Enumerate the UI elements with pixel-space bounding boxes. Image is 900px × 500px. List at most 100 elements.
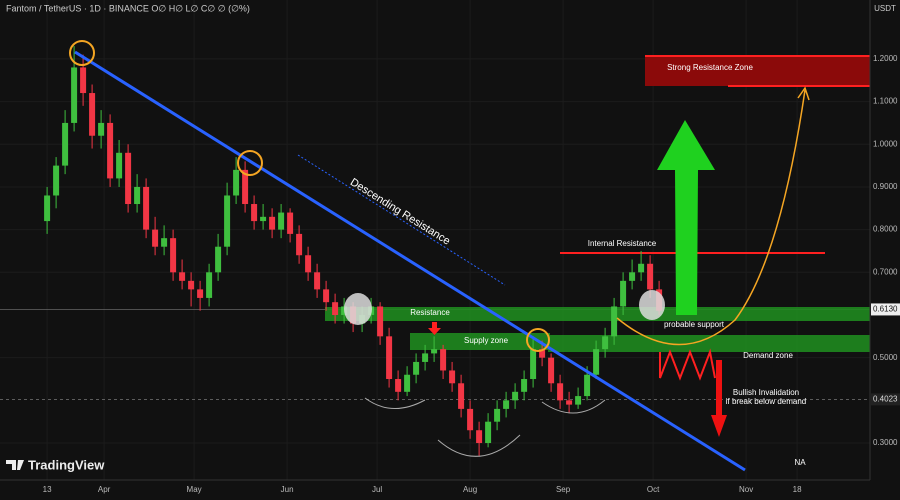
candle-body	[188, 280, 195, 290]
curve	[437, 434, 521, 457]
annotation: NA	[794, 458, 806, 467]
candle-body	[638, 263, 645, 273]
price-axis	[870, 0, 900, 500]
candle-body	[512, 391, 519, 401]
candle-body	[143, 186, 150, 230]
chart-title: Fantom / TetherUS · 1D · BINANCE O∅ H∅ L…	[6, 3, 250, 13]
candle-body	[431, 349, 438, 354]
candle-body	[71, 67, 78, 123]
price-label: 0.4023	[873, 394, 898, 403]
candle-body	[440, 349, 447, 371]
x-tick-label: Nov	[739, 485, 753, 494]
candle-body	[602, 336, 609, 350]
trendline	[74, 50, 746, 472]
resistance-zone	[325, 307, 870, 321]
annotation: Resistance	[410, 308, 450, 317]
candle-body	[539, 349, 546, 358]
candle-body	[548, 357, 555, 384]
candle-body	[467, 408, 474, 431]
candle-body	[386, 336, 393, 380]
candle-body	[566, 400, 573, 405]
curve	[364, 397, 426, 409]
candle-body	[80, 67, 87, 94]
down-arrow	[711, 360, 727, 437]
candle-body	[251, 204, 258, 222]
x-tick-label: 18	[793, 485, 802, 494]
retest-circle	[344, 293, 372, 325]
candle-body	[44, 195, 51, 222]
candle-body	[305, 255, 312, 273]
candle-body	[89, 93, 96, 136]
candle-body	[269, 216, 276, 230]
logo-mark	[6, 460, 24, 470]
price-label-box	[871, 393, 900, 406]
touch-circle	[526, 328, 550, 352]
candle-body	[404, 374, 411, 392]
y-tick-label: 0.9000	[873, 182, 898, 191]
candle-body	[476, 430, 483, 444]
annotation: Supply zone	[464, 336, 509, 345]
zigzag	[659, 348, 716, 381]
supply-zone	[410, 333, 550, 350]
candle-body	[206, 272, 213, 298]
y-tick-label: 1.1000	[873, 97, 898, 106]
candle-body	[575, 396, 582, 405]
candle-body	[314, 272, 321, 290]
candle-body	[98, 122, 105, 136]
y-tick-label: 1.0000	[873, 139, 898, 148]
candle-body	[611, 306, 618, 337]
candle-body	[494, 408, 501, 422]
candle-body	[377, 306, 384, 337]
x-tick-label: Oct	[647, 485, 660, 494]
candle-body	[629, 272, 636, 281]
y-tick-label: 0.8000	[873, 225, 898, 234]
candle-body	[152, 229, 159, 247]
annotation: Bullish Invalidation	[733, 388, 799, 397]
x-tick-label: May	[187, 485, 202, 494]
x-tick-label: Jul	[372, 485, 382, 494]
candle-body	[62, 122, 69, 166]
trendline-dotted	[297, 154, 506, 286]
candle-body	[422, 353, 429, 362]
candle-body	[134, 186, 141, 205]
y-tick-label: 0.3000	[873, 438, 898, 447]
candle-body	[278, 212, 285, 230]
retest-circle	[639, 290, 665, 320]
annotation: probable support	[664, 320, 725, 329]
candle-body	[215, 246, 222, 273]
projection-curve	[616, 89, 806, 346]
candle-body	[647, 263, 654, 290]
candle-body	[242, 169, 249, 205]
touch-circle	[69, 40, 95, 66]
annotation: Strong Resistance Zone	[667, 63, 753, 72]
candle-body	[557, 383, 564, 401]
candle-body	[458, 383, 465, 409]
currency: USDT	[874, 4, 896, 13]
up-arrow	[657, 120, 715, 315]
candle-body	[125, 152, 132, 205]
candle-body	[287, 212, 294, 234]
candle-body	[179, 272, 186, 281]
brand: TradingView	[28, 457, 105, 472]
axes: 1.2000 1.1000 1.0000 0.9000 0.8000 0.7000 0.50…	[43, 54, 900, 494]
price-label-box	[871, 303, 900, 316]
candle-body	[620, 280, 627, 307]
down-marker	[428, 322, 441, 335]
candle-body	[530, 349, 537, 380]
candle-body	[413, 361, 420, 375]
x-tick-label: Sep	[556, 485, 571, 494]
candle-body	[224, 195, 231, 247]
x-tick-label: Jun	[281, 485, 294, 494]
x-tick-label: Apr	[98, 485, 111, 494]
candle-body	[233, 169, 240, 196]
candle-body	[116, 152, 123, 179]
price-label: 0.6130	[873, 305, 898, 314]
y-tick-label: 0.5000	[873, 353, 898, 362]
annotation: Demand zone	[743, 351, 793, 360]
demand-zone	[548, 335, 870, 352]
candle-body	[332, 302, 339, 315]
candle-body	[521, 379, 528, 392]
candle-body	[503, 400, 510, 409]
candle-body	[197, 289, 204, 298]
